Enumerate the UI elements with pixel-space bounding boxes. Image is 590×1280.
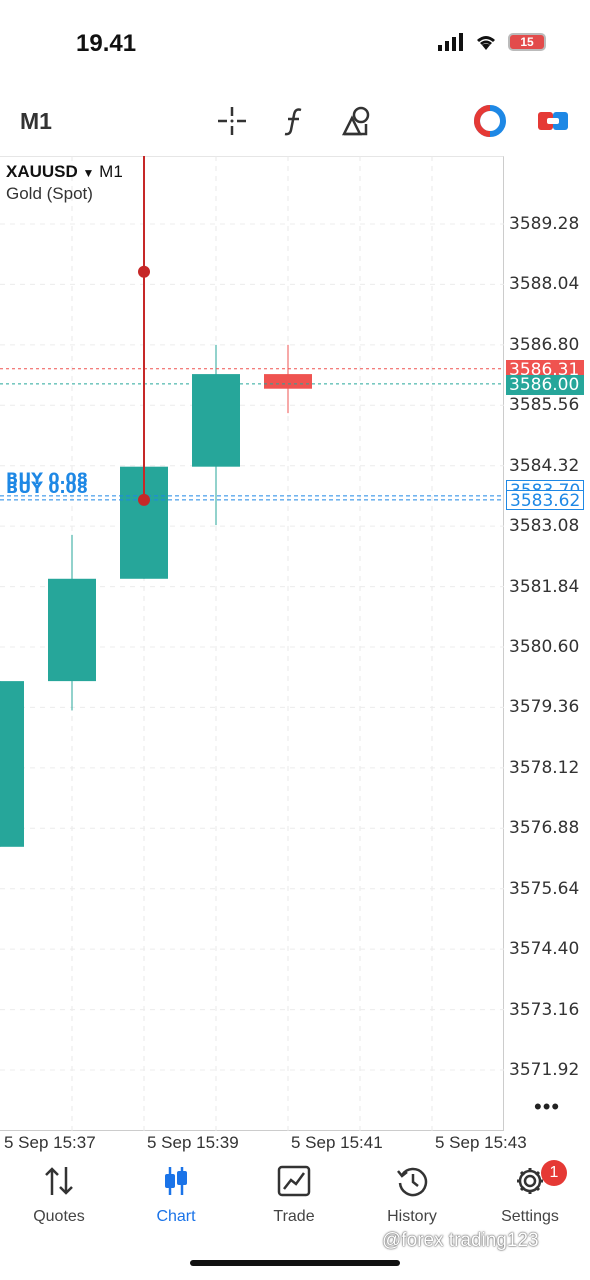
candle-body-3	[192, 374, 240, 467]
symbol-description: Gold (Spot)	[6, 184, 93, 203]
nav-quotes-label: Quotes	[33, 1208, 85, 1225]
wifi-icon	[477, 36, 495, 50]
time-tick-label: 5 Sep 15:37	[4, 1133, 96, 1152]
timeframe-button[interactable]: M1	[20, 108, 52, 134]
time-tick-label: 5 Sep 15:39	[147, 1133, 239, 1152]
price-tick-label: 3581.84	[509, 576, 580, 597]
watermark: @forex trading123	[382, 1230, 539, 1251]
nav-history[interactable]: History	[362, 1165, 462, 1226]
home-indicator[interactable]	[190, 1260, 400, 1266]
price-tick-label: 3575.64	[509, 878, 580, 899]
gear-icon	[517, 1168, 543, 1194]
price-tick-label: 3571.92	[509, 1060, 580, 1080]
price-tick-label: 3586.80	[509, 334, 580, 355]
settings-badge: 1	[541, 1160, 567, 1186]
nav-settings-label: Settings	[501, 1208, 559, 1225]
candle-body-1	[48, 578, 96, 682]
price-tick-label: 3580.60	[509, 637, 580, 657]
price-tick-label: 3588.04	[509, 274, 580, 295]
status-icons: 15	[438, 33, 546, 51]
position-label[interactable]: BUY 0.08	[6, 469, 88, 488]
nav-history-label: History	[387, 1208, 437, 1225]
indicators-icon[interactable]	[278, 104, 312, 138]
status-bar: 19.41 15	[0, 0, 590, 90]
price-tick-label: 3573.16	[509, 999, 580, 1020]
history-icon	[397, 1167, 428, 1197]
time-tick-label: 5 Sep 15:43	[435, 1133, 527, 1152]
trade-marker-entry	[138, 493, 150, 506]
nav-chart-label: Chart	[156, 1208, 196, 1225]
battery-icon: 15	[508, 33, 546, 51]
more-icon[interactable]: •••	[534, 1094, 561, 1119]
status-time: 19.41	[76, 30, 137, 57]
symbol-dropdown-icon: ▼	[82, 166, 95, 180]
price-tick-label: 3585.56	[509, 395, 580, 416]
objects-icon[interactable]	[340, 104, 374, 138]
time-tick-label: 5 Sep 15:41	[291, 1133, 383, 1152]
quotes-icon	[45, 1167, 73, 1195]
price-tick-label: 3574.40	[509, 939, 580, 960]
nav-settings[interactable]: Settings	[480, 1165, 580, 1226]
nav-trade[interactable]: Trade	[244, 1165, 344, 1226]
price-tick-label: 3579.36	[509, 697, 580, 718]
price-tick-label: 3583.08	[509, 516, 580, 537]
chart-symbol[interactable]: XAUUSD ▼ M1	[6, 162, 123, 182]
price-tick-label: 3584.32	[509, 455, 580, 476]
candle-body-0	[0, 681, 24, 847]
nav-trade-label: Trade	[273, 1208, 315, 1225]
price-tick-label: 3578.12	[509, 757, 580, 778]
trade-icon	[277, 1165, 311, 1197]
nav-chart[interactable]: Chart	[126, 1165, 226, 1226]
symbol-name: XAUUSD	[6, 162, 78, 181]
bid-price-tag: 3586.00	[506, 375, 584, 395]
chart-area[interactable]	[0, 156, 504, 1131]
crosshair-icon[interactable]	[215, 104, 249, 138]
price-chart[interactable]	[0, 156, 504, 1131]
candle-body-4	[264, 374, 312, 389]
chart-icon	[165, 1167, 187, 1195]
trade-panel-icon[interactable]	[536, 104, 570, 138]
position-label[interactable]: BUY 0.08	[6, 478, 88, 497]
position-price-tag: 3583.62	[506, 490, 584, 511]
signal-icon	[438, 33, 463, 51]
symbol-timeframe: M1	[99, 162, 123, 181]
price-tick-label: 3576.88	[509, 818, 580, 839]
one-click-trading-icon[interactable]	[473, 104, 507, 138]
price-tick-label: 3589.28	[509, 214, 580, 234]
nav-quotes[interactable]: Quotes	[9, 1165, 109, 1226]
trade-marker-exit	[138, 265, 150, 278]
